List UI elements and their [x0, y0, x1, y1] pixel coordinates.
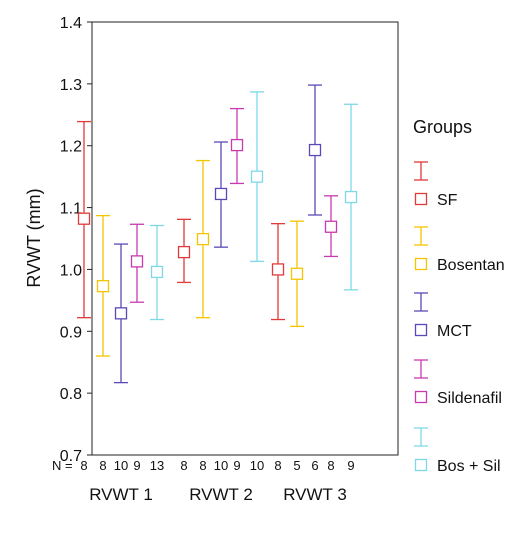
- n-label: 10: [114, 458, 128, 473]
- n-label: 9: [233, 458, 240, 473]
- n-label: 10: [250, 458, 264, 473]
- legend-marker-icon: [414, 390, 428, 404]
- error-bar-sildenafil-2: [230, 107, 244, 185]
- legend-label: SF: [437, 192, 458, 209]
- n-label: 9: [347, 458, 354, 473]
- mean-marker: [308, 143, 322, 157]
- error-bar-mct-3: [308, 84, 322, 216]
- y-tick-label: 0.7: [60, 448, 82, 465]
- n-label: 8: [180, 458, 187, 473]
- y-tick-label: 0.8: [60, 386, 82, 403]
- mean-marker: [344, 190, 358, 204]
- error-bar-sf-1: [77, 120, 91, 319]
- legend-marker-icon: [414, 257, 428, 271]
- mean-marker: [290, 267, 304, 280]
- y-tick-label: 1.2: [60, 139, 82, 156]
- y-axis-label: RVWT (mm): [24, 188, 44, 287]
- n-prefix: N =: [52, 458, 73, 473]
- y-tick-label: 1.0: [60, 262, 82, 279]
- mean-marker: [150, 265, 164, 279]
- y-tick-label: 0.9: [60, 324, 82, 341]
- error-bar-mct-1: [114, 243, 128, 384]
- error-bar-bos-sil-1: [150, 224, 164, 321]
- error-bar-sf-3: [271, 223, 285, 321]
- legend-item-bosentan: Bosentan: [414, 226, 505, 274]
- n-label: 6: [311, 458, 318, 473]
- error-bar-sildenafil-3: [324, 195, 338, 258]
- n-label: 9: [133, 458, 140, 473]
- y-tick-label: 1.4: [60, 15, 82, 32]
- y-tick-label: 1.1: [60, 201, 82, 218]
- mean-marker: [177, 245, 191, 259]
- n-label: 8: [327, 458, 334, 473]
- legend-marker-icon: [414, 192, 428, 206]
- error-bar-sildenafil-1: [130, 223, 144, 303]
- n-label: 8: [99, 458, 106, 473]
- legend-marker-icon: [414, 323, 428, 337]
- error-bar-bosentan-2: [196, 159, 210, 319]
- legend-label: Bos + Sil: [437, 458, 501, 475]
- sample-size-labels: 8 8 88 8 510 10 69 9 813 10 9: [80, 458, 354, 473]
- y-axis: 0.7 0.8 0.9 1.0 1.1 1.2 1.3 1.4: [60, 15, 92, 465]
- legend-label: Sildenafil: [437, 390, 502, 407]
- n-label: 8: [199, 458, 206, 473]
- legend-item-mct: MCT: [414, 292, 472, 340]
- error-bar-bos-sil-2: [250, 91, 264, 263]
- n-label: 13: [150, 458, 164, 473]
- legend-label: MCT: [437, 323, 472, 340]
- y-tick-label: 1.3: [60, 77, 82, 94]
- legend-label: Bosentan: [437, 257, 505, 274]
- legend-title: Groups: [413, 117, 472, 137]
- error-bar-mct-2: [214, 141, 228, 248]
- n-label: 8: [80, 458, 87, 473]
- error-bar-bosentan-1: [96, 214, 110, 357]
- mean-marker: [324, 220, 338, 233]
- mean-marker: [114, 307, 128, 320]
- error-bar-sf-2: [177, 218, 191, 284]
- legend: Groups SF Bosentan MCT Sildenafil Bos + Sil: [413, 117, 505, 475]
- error-bar-bos-sil-3: [344, 103, 358, 291]
- x-category-label: RVWT 1: [89, 485, 153, 504]
- x-category-label: RVWT 3: [283, 485, 347, 504]
- legend-item-sf: SF: [414, 161, 458, 209]
- mean-marker: [77, 212, 91, 225]
- mean-marker: [214, 187, 228, 201]
- mean-marker: [250, 170, 264, 183]
- n-label: 5: [293, 458, 300, 473]
- mean-marker: [196, 232, 210, 246]
- mean-marker: [130, 255, 144, 268]
- legend-marker-icon: [414, 458, 428, 472]
- error-bar-marks: [77, 84, 358, 384]
- mean-marker: [96, 279, 110, 293]
- error-bar-bosentan-3: [290, 220, 304, 327]
- mean-marker: [271, 263, 285, 276]
- plot-frame: [91, 21, 399, 456]
- legend-item-sildenafil: Sildenafil: [414, 359, 502, 407]
- n-label: 8: [274, 458, 281, 473]
- n-label: 10: [214, 458, 228, 473]
- x-axis-labels: RVWT 1 RVWT 2 RVWT 3: [89, 485, 347, 504]
- legend-item-bos-sil: Bos + Sil: [414, 427, 501, 475]
- x-category-label: RVWT 2: [189, 485, 253, 504]
- mean-marker: [230, 138, 244, 152]
